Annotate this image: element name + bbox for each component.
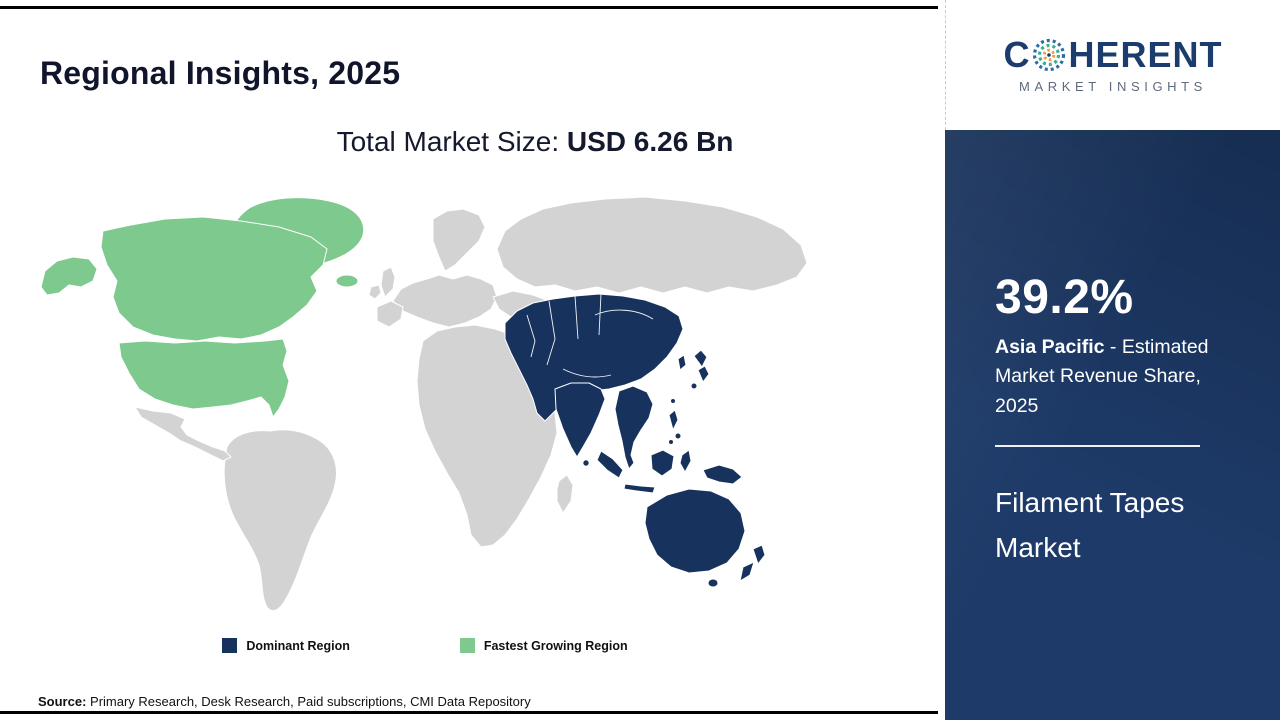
- legend-item-dominant: Dominant Region: [222, 638, 350, 653]
- region-philippines-mindanao: [668, 439, 674, 445]
- fastest-region-label: Fastest Growing Region: [483, 638, 628, 653]
- region-europe: [392, 274, 498, 328]
- region-india: [554, 382, 606, 458]
- region-scandinavia: [432, 208, 486, 272]
- right-column: C HERENT MARKET INSIGHTS 39.2% Asia Paci…: [945, 0, 1280, 720]
- world-map: [35, 188, 815, 620]
- market-size-label: Total Market Size:: [336, 126, 567, 157]
- region-new-zealand-north: [752, 544, 766, 565]
- region-borneo: [650, 449, 675, 477]
- region-tasmania: [707, 578, 719, 588]
- map-legend: Dominant Region Fastest Growing Region: [35, 638, 815, 653]
- market-name: Filament Tapes Market: [995, 486, 1185, 563]
- region-australia: [644, 488, 746, 574]
- region-alaska: [40, 256, 98, 296]
- fastest-region-swatch: [459, 638, 475, 653]
- source-text: Primary Research, Desk Research, Paid su…: [86, 694, 531, 709]
- world-map-svg: [40, 196, 808, 612]
- region-ireland: [368, 284, 382, 300]
- region-taiwan: [670, 398, 676, 404]
- region-canada: [100, 216, 328, 342]
- region-japan-honshu: [697, 365, 710, 383]
- region-japan-north: [693, 349, 708, 368]
- region-philippines: [668, 409, 679, 431]
- region-sri-lanka: [582, 459, 590, 467]
- top-rule: [0, 6, 938, 9]
- region-korea: [677, 354, 687, 371]
- dominant-region-swatch: [222, 638, 238, 653]
- country-borders: [526, 293, 654, 378]
- region-central-america: [134, 406, 232, 462]
- region-china-central-asia: [504, 293, 684, 422]
- region-name: Asia Pacific: [995, 336, 1105, 358]
- logo-globe-icon: [1032, 38, 1066, 72]
- brand-logo: C HERENT MARKET INSIGHTS: [945, 0, 1280, 130]
- region-iberia: [376, 300, 404, 328]
- market-size-subtitle: Total Market Size: USD 6.26 Bn: [130, 126, 940, 158]
- logo-letters-rest: HERENT: [1068, 33, 1223, 75]
- region-japan-kyushu: [690, 382, 698, 390]
- share-description: Asia Pacific - Estimated Market Revenue …: [995, 333, 1230, 421]
- region-sulawesi: [679, 449, 692, 473]
- panel-divider: [995, 444, 1200, 447]
- page-title: Regional Insights, 2025: [40, 55, 401, 92]
- region-south-america: [223, 429, 337, 612]
- region-russia: [496, 196, 808, 294]
- market-size-value: USD 6.26 Bn: [566, 126, 734, 157]
- source-label: Source:: [38, 694, 87, 709]
- region-new-guinea: [702, 464, 743, 485]
- region-great-britain: [380, 266, 396, 298]
- source-note: Source: Primary Research, Desk Research,…: [38, 694, 531, 709]
- brand-wordmark: C HERENT: [1003, 33, 1223, 75]
- region-philippines-south: [674, 432, 682, 440]
- region-iceland: [335, 274, 359, 288]
- stat-panel: 39.2% Asia Pacific - Estimated Market Re…: [945, 130, 1280, 720]
- dominant-region-label: Dominant Region: [246, 638, 350, 653]
- region-madagascar: [556, 474, 574, 514]
- logo-letter-c: C: [1003, 33, 1031, 75]
- bottom-rule: [0, 711, 938, 714]
- brand-tagline: MARKET INSIGHTS: [1019, 78, 1207, 94]
- share-description-rest: - Estimated Market Revenue Share, 2025: [995, 336, 1209, 417]
- legend-item-fastest: Fastest Growing Region: [459, 638, 628, 653]
- region-new-zealand-south: [739, 561, 755, 582]
- region-sumatra: [596, 450, 624, 479]
- region-java: [623, 483, 656, 494]
- share-value: 39.2%: [995, 271, 1134, 324]
- region-usa: [118, 338, 290, 418]
- region-indochina: [614, 385, 654, 470]
